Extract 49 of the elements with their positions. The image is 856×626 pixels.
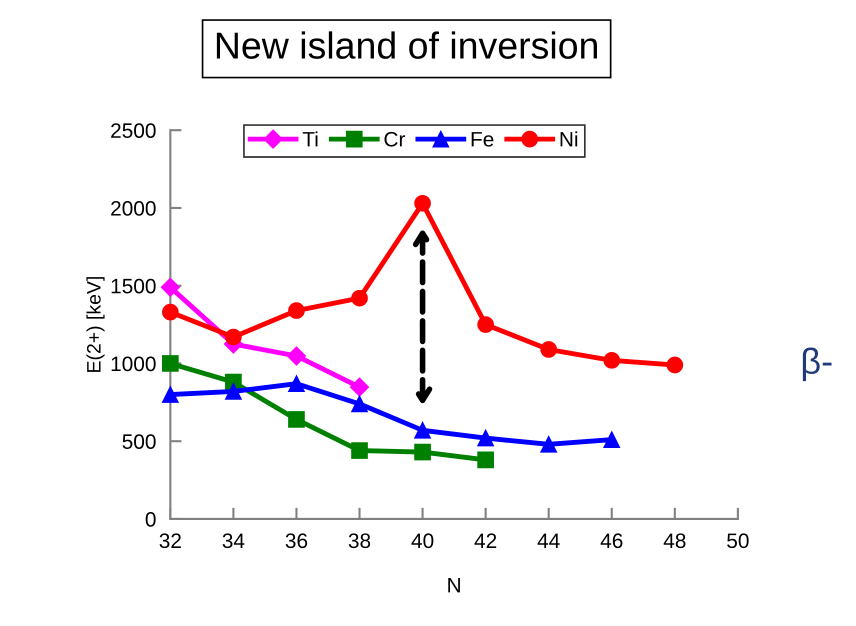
y-tick-label: 2000 — [111, 200, 156, 216]
point — [540, 436, 558, 453]
point — [351, 290, 368, 306]
x-tick-label: 40 — [411, 533, 434, 548]
point — [351, 396, 368, 412]
y-axis-title: E(2+) [keV] — [86, 277, 105, 372]
point — [162, 386, 179, 403]
point — [225, 328, 242, 346]
legend-label: Ni — [560, 131, 578, 146]
point — [540, 341, 558, 358]
point — [160, 278, 180, 297]
point — [477, 430, 494, 446]
x-tick-label: 46 — [600, 533, 622, 548]
y-tick-label: 1500 — [112, 278, 156, 294]
point — [288, 375, 305, 392]
point — [286, 346, 306, 366]
point — [162, 304, 179, 320]
point — [288, 302, 305, 319]
point — [350, 378, 370, 397]
legend-label: Cr — [384, 132, 406, 147]
x-tick-label: 44 — [538, 534, 560, 548]
legend-label: Ti — [302, 131, 318, 146]
point — [477, 316, 494, 333]
point — [603, 431, 620, 448]
x-tick-label: 42 — [474, 533, 496, 548]
x-axis-title: N — [448, 578, 460, 592]
point — [162, 355, 179, 372]
point — [414, 422, 431, 439]
point — [477, 452, 494, 468]
x-tick-label: 34 — [222, 533, 244, 548]
x-tick-label: 36 — [286, 533, 308, 548]
text: β- — [802, 348, 832, 382]
chart-title: New island of inversion — [216, 31, 597, 59]
point — [666, 356, 684, 374]
y-tick-label: 500 — [122, 434, 156, 449]
point — [225, 383, 242, 400]
point — [603, 352, 620, 369]
x-tick-label: 32 — [160, 533, 181, 548]
point — [351, 442, 368, 459]
x-tick-label: 48 — [664, 533, 686, 548]
y-tick-label: 2500 — [111, 123, 156, 138]
point — [414, 194, 431, 212]
y-tick-label: 1000 — [112, 356, 156, 372]
legend-label: Fe — [472, 132, 494, 147]
point — [288, 411, 305, 428]
x-tick-label: 50 — [727, 533, 749, 548]
x-tick-label: 38 — [348, 533, 370, 548]
y-tick-label: 0 — [146, 512, 156, 527]
point — [414, 444, 431, 460]
